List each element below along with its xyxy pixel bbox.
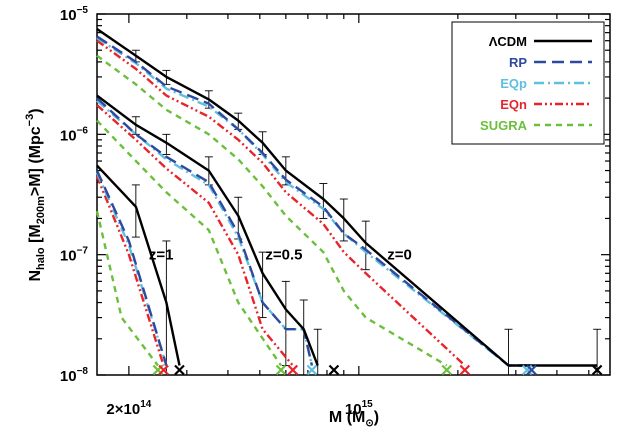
series-line-rp-z1 [95,170,168,366]
end-marker-stroke [328,364,340,376]
x-tick-label-base: 2×10 [106,401,140,418]
legend-label: RP [509,55,527,70]
redshift-annotations: z=1 z=0.5 z=0 [149,247,412,264]
end-marker [306,364,318,376]
series-line-eqn-z1 [95,175,165,366]
y-tick-label: 10−7 [60,246,89,265]
series-line-rp-z0.5 [96,97,314,366]
series-line-sugra-z0 [96,54,448,367]
y-axis-label-sub: halo [35,247,47,270]
series-line-sugra-z0.5 [96,119,282,367]
y-axis-label-main: N [27,270,44,282]
y-tick-labels: 10−810−710−610−5 [60,5,89,385]
end-marker-stroke [441,364,453,376]
series-lines [95,28,598,367]
y-axis-label: Nhalo [M200m>M] (Mpc−3) [24,108,47,281]
y-tick-label-base: 10 [60,7,77,24]
end-marker [521,364,533,376]
end-marker-stroke [287,364,299,376]
end-marker [459,364,471,376]
y-tick-label-base: 10 [60,368,77,385]
x-tick-label-base: 10 [345,401,362,418]
y-axis-label-sub2: 200m [35,196,47,224]
series-line-sugra-z1 [95,210,159,367]
x-tick-labels: 2×1014 1015 [106,399,373,418]
x-axis-label-main: M (M [329,409,365,426]
tick-marks [97,13,610,376]
error-bars [131,49,602,376]
series-line-eqp-z0.5 [96,99,314,366]
end-marker [158,364,169,376]
end-marker-stroke [459,364,471,376]
redshift-label: z=0.5 [265,247,302,264]
end-marker-stroke [591,364,603,376]
y-tick-label-exp: −7 [77,246,89,257]
end-marker [441,364,453,376]
x-tick-label-exp: 15 [362,399,374,410]
y-axis-label-rest: >M] (Mpc [27,126,44,196]
legend-label: EQp [500,76,527,91]
legend-label: SUGRA [480,118,528,133]
end-marker [174,364,185,376]
end-marker [328,364,340,376]
end-marker [275,364,287,376]
sun-symbol: ⊙ [365,418,373,429]
end-marker-stroke [306,364,318,376]
y-tick-label-base: 10 [60,248,77,265]
series-line-eqn-z0 [96,39,466,367]
end-marker-stroke [521,364,533,376]
redshift-label: z=1 [149,247,174,264]
redshift-label: z=0 [387,247,412,264]
legend-label: ΛCDM [489,34,527,49]
y-tick-label: 10−6 [60,125,89,144]
x-tick-label-exp: 14 [140,399,152,410]
end-marker [591,364,603,376]
end-marker-stroke [275,364,287,376]
y-tick-label: 10−8 [60,366,89,385]
y-axis-label-bracket: [M [27,224,44,247]
end-markers [152,364,603,376]
end-marker-stroke [158,364,169,376]
series-line-lambdacdm-z1 [96,164,181,366]
y-tick-label-exp: −5 [77,5,89,16]
end-marker-stroke [174,364,185,376]
y-tick-label-exp: −6 [77,125,89,136]
series-line-lambdacdm-z0 [96,28,598,367]
y-tick-label-base: 10 [60,127,77,144]
y-tick-label: 10−5 [60,5,89,24]
end-marker [287,364,299,376]
x-tick-label: 2×1014 [106,399,151,418]
plot-frame [96,13,611,376]
y-axis-label-close: ) [27,108,44,113]
series-line-lambdacdm-z0.5 [96,94,319,366]
series-line-eqn-z0.5 [96,104,294,367]
x-axis-label-close: ) [374,409,379,426]
end-marker-stroke [526,364,537,376]
x-axis-label: M (M⊙) [329,409,379,429]
y-tick-label-exp: −8 [77,366,89,377]
x-tick-label: 1015 [345,399,373,418]
y-axis-label-sup: −3 [24,114,36,127]
end-marker [526,364,537,376]
legend-label: EQn [500,97,527,112]
legend: ΛCDM RP EQp EQn SUGRA [451,21,605,145]
